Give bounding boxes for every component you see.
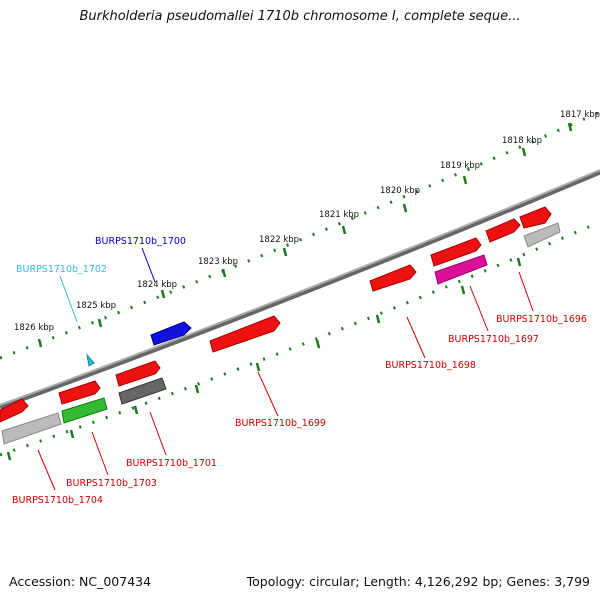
leader-1697 [469, 285, 489, 332]
gene-label-1700[interactable]: BURPS1710b_1700 [95, 236, 186, 247]
tick-1817 [567, 122, 573, 132]
tick-1819 [462, 175, 468, 185]
ruler-label-1825: 1825 kbp [76, 301, 116, 311]
leader-1698 [406, 316, 426, 359]
accession-label: Accession: NC_007434 [9, 574, 152, 589]
gene-1696b[interactable] [485, 218, 521, 243]
ruler-label-1818: 1818 kbp [502, 136, 542, 146]
tick-1822 [282, 247, 288, 257]
gene-1697[interactable] [434, 254, 488, 285]
chart-title: Burkholderia pseudomallei 1710b chromoso… [79, 9, 521, 24]
gene-label-1698[interactable]: BURPS1710b_1698 [385, 360, 476, 371]
tick-1823 [221, 268, 227, 278]
ruler-label-1819: 1819 kbp [440, 161, 480, 171]
gene-1701[interactable] [118, 377, 167, 405]
gene-1703[interactable] [61, 397, 108, 424]
tick-1818 [521, 147, 527, 157]
ruler-label-1822: 1822 kbp [259, 235, 299, 245]
ruler-label-1817: 1817 kbp [560, 110, 600, 120]
gene-label-1696[interactable]: BURPS1710b_1696 [496, 314, 587, 325]
gene-1697-fwd[interactable] [430, 237, 482, 267]
tick-1824 [160, 289, 166, 299]
chromosome-backbone [0, 169, 600, 410]
ruler-ticks [6, 122, 573, 461]
leader-1703 [91, 431, 109, 476]
ruler-label-1820: 1820 kbp [380, 186, 420, 196]
leader-1700 [141, 247, 156, 283]
gene-features [0, 206, 561, 445]
gene-1704[interactable] [1, 412, 62, 445]
ruler-label-1826: 1826 kbp [14, 323, 54, 333]
gene-1701-fwd[interactable] [115, 360, 161, 387]
gene-1698[interactable] [369, 264, 417, 292]
gene-label-1702[interactable]: BURPS1710b_1702 [16, 264, 107, 275]
gene-label-1699[interactable]: BURPS1710b_1699 [235, 418, 326, 429]
genome-summary: Topology: circular; Length: 4,126,292 bp… [246, 574, 590, 589]
gene-label-1703[interactable]: BURPS1710b_1703 [66, 478, 157, 489]
leader-1704 [37, 449, 56, 491]
tick-1825 [97, 318, 103, 328]
gene-1699[interactable] [209, 315, 281, 353]
gene-label-1701[interactable]: BURPS1710b_1701 [126, 458, 217, 469]
ruler-label-1824: 1824 kbp [137, 280, 177, 290]
gene-1696-alt[interactable] [523, 222, 561, 248]
ruler-label-1821: 1821 kbp [319, 210, 359, 220]
outer-ruler-track [0, 110, 600, 360]
gene-label-1704[interactable]: BURPS1710b_1704 [12, 495, 103, 506]
leader-1702 [59, 275, 78, 323]
gene-label-1697[interactable]: BURPS1710b_1697 [448, 334, 539, 345]
gene-1696[interactable] [519, 206, 552, 229]
tick-1821 [341, 225, 347, 235]
gene-1700[interactable] [150, 321, 192, 346]
ruler-label-1823: 1823 kbp [198, 257, 238, 267]
tick-1826 [37, 338, 43, 348]
gene-1703-fwd[interactable] [58, 380, 101, 405]
gene-1702[interactable] [86, 353, 95, 367]
leader-1699 [257, 371, 279, 417]
leader-1696 [518, 271, 534, 312]
leader-1701 [149, 411, 167, 456]
tick-1820 [402, 203, 408, 213]
gene-1704-fwd[interactable] [0, 398, 29, 423]
